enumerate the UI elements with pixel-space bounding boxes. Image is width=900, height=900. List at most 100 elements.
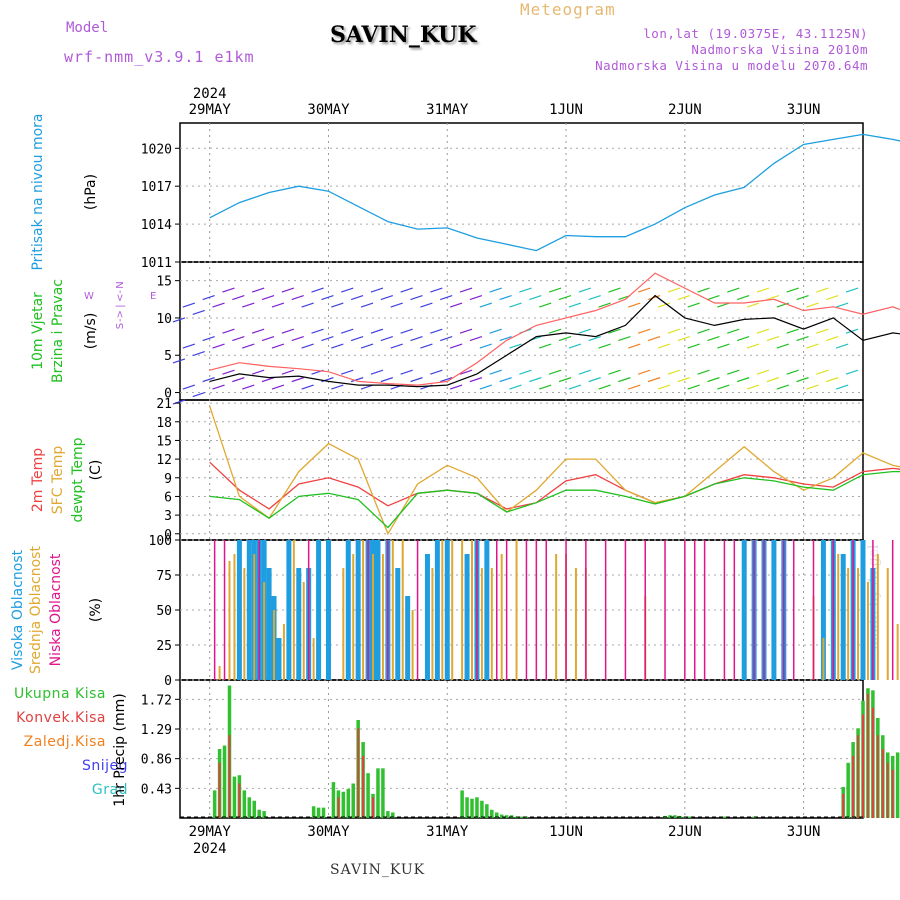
precip-legend-0: Ukupna Kisa xyxy=(14,686,106,702)
wind-barb xyxy=(232,294,245,301)
y-tick-label: 15 xyxy=(156,434,172,449)
cloud-bar-2 xyxy=(792,540,795,680)
wind-barb xyxy=(677,336,690,342)
wind-barb xyxy=(697,287,710,293)
y-tick-label: 50 xyxy=(156,604,172,619)
wind-barb xyxy=(608,369,621,375)
precip-bar-0 xyxy=(480,800,484,818)
wind-barb xyxy=(539,384,552,390)
wind-barb xyxy=(242,384,255,390)
precip-bar-1 xyxy=(886,762,889,818)
wind-barb xyxy=(202,377,215,383)
precip-bar-0 xyxy=(381,768,385,818)
wind-barb xyxy=(786,328,799,334)
y-tick-label: 1020 xyxy=(141,142,172,157)
wind-gust-line xyxy=(209,272,900,386)
station-title: SAVIN_KUK xyxy=(330,22,477,48)
wind-barb xyxy=(826,377,839,383)
wind-barb xyxy=(746,343,760,349)
panel-frame-precipitation xyxy=(179,679,864,819)
wind-barb xyxy=(400,328,413,334)
wind-barb xyxy=(558,336,572,342)
precip-legend-4: Grad xyxy=(92,782,128,798)
cloud-bar-0 xyxy=(464,554,470,680)
wind-barb xyxy=(430,287,443,293)
wind-barb xyxy=(479,384,492,390)
wind-barb xyxy=(331,302,344,308)
precip-legend-2: Zaledj.Kisa xyxy=(24,734,106,750)
y-tick-label: 10 xyxy=(156,312,172,327)
cloud-bar-1 xyxy=(837,554,840,680)
cloud-bar-1 xyxy=(441,540,444,680)
year-label-bottom: 2024 xyxy=(193,841,227,857)
cloud-bar-1 xyxy=(401,540,404,680)
precip-bar-0 xyxy=(846,762,850,818)
day-label-bottom: 30MAY xyxy=(307,824,350,840)
cloud-ylabel-mid: Srednja Oblacnost xyxy=(28,546,44,674)
cloud-bar-0 xyxy=(266,568,272,680)
precip-bar-0 xyxy=(465,797,469,818)
y-tick-label: 1.72 xyxy=(141,693,172,708)
cloud-bar-2 xyxy=(585,540,587,680)
cloud-bar-2 xyxy=(535,540,538,680)
wind-barb xyxy=(459,369,473,375)
y-tick-label: 9 xyxy=(164,472,172,487)
wind-barb xyxy=(222,287,235,293)
day-label-bottom: 2JUN xyxy=(668,824,702,840)
y-tick-label: 3 xyxy=(164,509,172,524)
wind-barb xyxy=(628,302,641,308)
wind-barb xyxy=(469,336,483,342)
cloud-bar-1 xyxy=(574,568,577,680)
wind-barb xyxy=(172,399,186,405)
temp-line-2 xyxy=(209,470,900,529)
wind-barb xyxy=(242,343,255,349)
cloud-bar-1 xyxy=(847,568,850,680)
wind-barb xyxy=(380,294,394,301)
cloud-bar-1 xyxy=(282,624,285,680)
wind-barb xyxy=(727,369,740,375)
cloud-bar-1 xyxy=(253,554,256,680)
precip-bar-0 xyxy=(311,806,316,818)
wind-barb xyxy=(459,287,473,293)
wind-barb xyxy=(489,328,502,334)
wind-barb xyxy=(727,287,740,293)
cloud-bar-2 xyxy=(872,540,874,680)
cloud-bar-2 xyxy=(783,540,785,680)
wind-barb xyxy=(331,384,344,390)
wind-barb xyxy=(380,336,394,342)
cloud-bar-2 xyxy=(832,540,835,680)
precip-ylabel: 1hr Precip (mm) xyxy=(112,693,128,806)
wind-barb xyxy=(756,328,770,334)
wind-barb xyxy=(796,294,809,301)
precip-bar-0 xyxy=(895,752,900,818)
pressure-ylabel: Pritisak na nivou mora xyxy=(30,113,46,270)
pressure-line xyxy=(209,133,900,252)
wind-barb xyxy=(835,384,849,390)
precip-bar-1 xyxy=(876,735,879,818)
wind-barb xyxy=(509,343,522,349)
wind-dir-north: N xyxy=(115,281,126,288)
wind-barb xyxy=(776,343,789,349)
wind-barb xyxy=(242,302,255,308)
cloud-bar-1 xyxy=(822,638,825,680)
wind-barb xyxy=(618,336,631,342)
panel-frame-pressure xyxy=(179,122,864,263)
wind-dir-bar: | xyxy=(115,304,126,307)
day-label-bottom: 29MAY xyxy=(189,824,232,840)
cloud-bar-1 xyxy=(292,540,295,680)
cloud-bar-1 xyxy=(896,624,899,680)
wind-barb xyxy=(182,343,196,349)
wind-dir-arrow-right: -> xyxy=(115,310,126,322)
precip-bar-0 xyxy=(331,782,336,818)
wind-barb xyxy=(251,369,265,375)
wind-barb xyxy=(459,328,473,334)
wind-barb xyxy=(449,343,463,349)
wind-barb xyxy=(420,343,433,349)
wind-barb xyxy=(578,287,591,293)
y-tick-label: 1014 xyxy=(141,218,172,233)
wind-barb xyxy=(212,384,225,390)
wind-ylabel-1: 10m Vjetar xyxy=(30,292,46,370)
wind-barb xyxy=(341,369,354,375)
wind-barb xyxy=(449,384,463,390)
wind-barb xyxy=(548,369,562,375)
